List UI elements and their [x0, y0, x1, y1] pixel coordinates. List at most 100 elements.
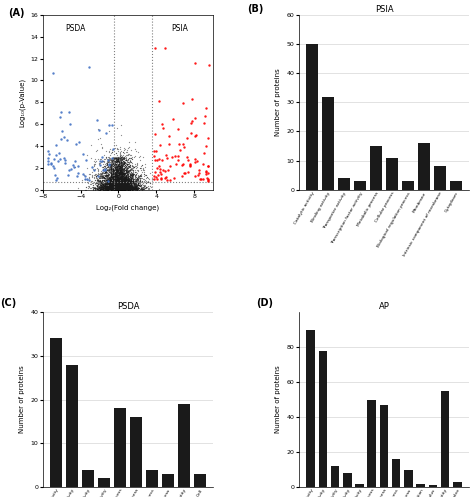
Point: [129, 177, 137, 185]
Point: [114, 172, 122, 180]
Point: [117, 179, 124, 187]
Point: [139, 175, 147, 183]
Point: [116, 185, 123, 193]
Point: [118, 172, 126, 180]
Point: [124, 182, 131, 190]
Point: [112, 185, 119, 193]
Point: [128, 184, 135, 192]
Point: [102, 182, 110, 190]
Point: [124, 185, 131, 193]
Point: [110, 180, 118, 188]
Point: [119, 183, 127, 191]
Point: [128, 173, 136, 181]
Point: [109, 180, 117, 188]
Y-axis label: Number of proteins: Number of proteins: [19, 366, 25, 433]
Point: [121, 182, 128, 190]
Point: [116, 164, 123, 172]
Point: [101, 180, 109, 188]
Point: [118, 184, 126, 192]
Point: [122, 184, 129, 192]
Point: [100, 184, 108, 192]
Point: [119, 174, 127, 182]
Point: [118, 175, 125, 183]
Point: [110, 184, 118, 192]
Point: [131, 177, 138, 185]
Point: [104, 178, 111, 186]
Point: [111, 184, 119, 192]
Point: [108, 183, 115, 191]
Point: [119, 178, 127, 186]
Point: [89, 181, 97, 189]
Point: [124, 163, 131, 171]
Point: [128, 175, 135, 183]
Point: [115, 182, 122, 190]
Point: [122, 179, 130, 187]
Point: [100, 174, 108, 182]
Point: [112, 168, 119, 176]
Point: [111, 185, 118, 193]
Point: [133, 180, 140, 188]
Point: [137, 152, 144, 160]
Point: [115, 181, 123, 189]
Point: [106, 181, 113, 189]
Point: [101, 169, 109, 177]
Point: [121, 174, 129, 182]
Point: [109, 181, 117, 189]
Point: [127, 182, 135, 190]
Point: [120, 180, 128, 188]
Point: [122, 156, 129, 164]
Point: [108, 186, 115, 194]
Point: [95, 182, 103, 190]
Point: [125, 180, 132, 188]
Point: [96, 155, 103, 163]
Point: [101, 168, 109, 176]
Point: [110, 183, 118, 191]
Point: [116, 162, 123, 169]
Point: [112, 185, 119, 193]
Point: [109, 181, 117, 189]
Point: [117, 157, 125, 165]
Point: [131, 182, 139, 190]
Point: [107, 179, 115, 187]
Point: [110, 178, 118, 186]
Point: [114, 178, 122, 186]
Point: [155, 171, 162, 179]
Point: [112, 185, 119, 193]
Point: [118, 166, 125, 174]
Point: [119, 175, 127, 183]
Point: [114, 178, 122, 186]
Point: [119, 170, 127, 178]
Point: [111, 184, 119, 192]
Point: [115, 185, 122, 193]
Point: [113, 183, 120, 191]
Point: [113, 177, 120, 185]
Point: [113, 182, 120, 190]
Point: [112, 180, 119, 188]
Point: [109, 182, 117, 190]
Point: [103, 171, 111, 179]
Point: [124, 165, 132, 172]
Point: [130, 179, 137, 187]
Point: [138, 184, 146, 192]
Point: [117, 177, 124, 185]
Point: [96, 186, 104, 194]
Point: [130, 185, 138, 193]
Point: [120, 178, 128, 186]
Point: [109, 182, 116, 190]
Point: [128, 169, 136, 177]
Point: [106, 184, 114, 192]
Point: [140, 182, 148, 190]
Point: [105, 184, 113, 192]
Point: [115, 185, 123, 193]
Point: [120, 184, 128, 192]
Point: [102, 182, 110, 190]
Point: [113, 184, 121, 192]
Point: [109, 185, 117, 193]
Point: [112, 141, 120, 149]
Point: [112, 183, 120, 191]
Point: [126, 176, 133, 184]
Point: [117, 170, 124, 178]
Point: [107, 182, 114, 190]
Point: [124, 180, 132, 188]
Point: [110, 162, 118, 169]
